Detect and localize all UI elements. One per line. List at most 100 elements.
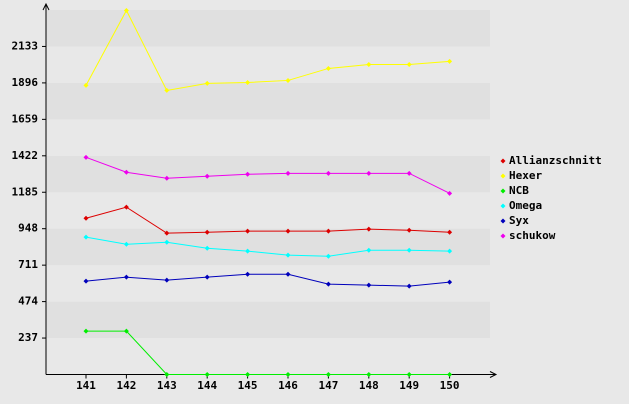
point <box>204 245 210 251</box>
point <box>447 58 453 64</box>
point <box>164 239 170 245</box>
grid-band <box>46 265 490 302</box>
point <box>83 234 89 240</box>
series-line <box>85 9 450 91</box>
grid-band <box>46 301 490 339</box>
point <box>366 170 372 176</box>
point <box>325 228 331 234</box>
point <box>245 228 251 234</box>
point <box>83 215 89 221</box>
point <box>366 282 372 288</box>
point <box>406 283 412 289</box>
x-tick-label: 144 <box>197 379 217 392</box>
grid-band <box>46 338 490 375</box>
y-axis-arrow <box>42 2 50 11</box>
x-tick-label: 145 <box>238 379 258 392</box>
legend-label: Hexer <box>509 169 542 182</box>
x-tick-label: 141 <box>76 379 96 392</box>
point <box>83 328 89 334</box>
point <box>204 274 210 280</box>
point <box>366 226 372 232</box>
point <box>406 61 412 67</box>
series-line <box>86 330 450 375</box>
point <box>285 77 291 83</box>
point <box>366 247 372 253</box>
grid-band <box>46 82 490 120</box>
point <box>204 173 210 179</box>
grid-band <box>46 192 490 229</box>
point <box>204 229 210 235</box>
point <box>406 247 412 253</box>
y-tick-label: 474 <box>18 295 38 308</box>
point <box>204 372 210 377</box>
x-tick-label: 149 <box>399 379 419 392</box>
point <box>123 7 129 13</box>
legend-marker <box>500 203 506 209</box>
point <box>447 229 453 235</box>
grid-band <box>46 119 490 156</box>
point <box>245 271 251 277</box>
point <box>245 79 251 85</box>
point <box>325 65 331 71</box>
point <box>83 278 89 284</box>
x-tick-label: 143 <box>157 379 177 392</box>
point <box>285 271 291 277</box>
legend-label: schukow <box>509 229 556 242</box>
y-tick-label: 1422 <box>12 149 39 162</box>
point <box>164 277 170 283</box>
grid-band <box>46 46 490 83</box>
x-tick-label: 150 <box>440 379 460 392</box>
point <box>325 253 331 259</box>
legend-label: Syx <box>509 214 529 227</box>
point <box>164 87 170 93</box>
series-line <box>85 273 450 287</box>
point <box>164 230 170 236</box>
legend-marker <box>500 173 506 179</box>
point <box>447 372 453 377</box>
point <box>325 372 331 377</box>
series-line <box>85 236 450 257</box>
point <box>83 82 89 88</box>
y-tick-label: 237 <box>18 331 38 344</box>
point <box>245 171 251 177</box>
point <box>164 372 170 377</box>
y-tick-label: 711 <box>18 258 38 271</box>
point <box>285 170 291 176</box>
point <box>447 279 453 285</box>
point <box>406 227 412 233</box>
point <box>325 281 331 287</box>
y-tick-label: 1185 <box>12 185 39 198</box>
legend-label: NCB <box>509 184 529 197</box>
y-tick-label: 948 <box>18 222 38 235</box>
point <box>204 80 210 86</box>
x-tick-label: 142 <box>116 379 136 392</box>
point <box>83 154 89 160</box>
legend-marker <box>500 218 506 224</box>
point <box>285 228 291 234</box>
grid-band <box>46 228 490 266</box>
grid-band <box>46 10 490 47</box>
point <box>406 170 412 176</box>
legend-label: Allianzschnitt <box>509 154 602 167</box>
legend-marker <box>500 158 506 164</box>
point <box>325 170 331 176</box>
legend-label: Omega <box>509 199 542 212</box>
y-tick-label: 1896 <box>12 76 39 89</box>
point <box>366 372 372 377</box>
point <box>245 372 251 377</box>
point <box>164 175 170 181</box>
series-line <box>85 156 450 194</box>
point <box>123 169 129 175</box>
point <box>123 241 129 247</box>
x-tick-label: 147 <box>318 379 338 392</box>
point <box>447 248 453 254</box>
x-tick-label: 146 <box>278 379 298 392</box>
point <box>245 248 251 254</box>
point <box>366 61 372 67</box>
point <box>406 372 412 377</box>
y-tick-label: 2133 <box>12 39 39 52</box>
x-axis-arrow <box>489 371 498 378</box>
point <box>123 274 129 280</box>
point <box>285 252 291 258</box>
